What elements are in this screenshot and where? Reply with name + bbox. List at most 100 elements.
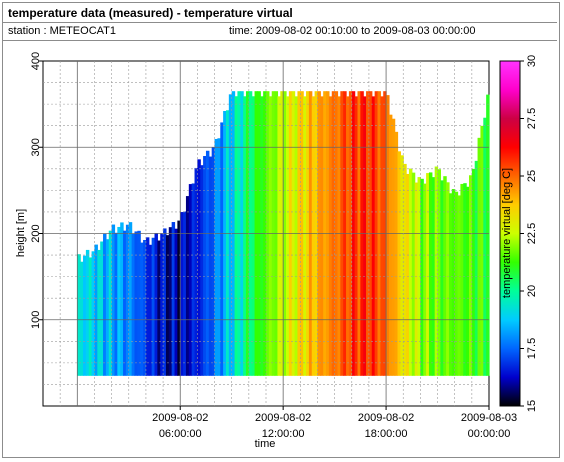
heatmap-cell bbox=[85, 249, 90, 376]
chart-title: temperature data (measured) - temperatur… bbox=[8, 6, 293, 20]
heatmap-cell bbox=[94, 244, 98, 376]
heatmap-cell bbox=[451, 189, 456, 376]
heatmap-cell bbox=[157, 240, 161, 376]
heatmap-cell bbox=[311, 96, 316, 376]
colorbar-tick-label: 17.5 bbox=[526, 338, 538, 359]
heatmap-cell bbox=[466, 186, 470, 376]
heatmap-cell bbox=[165, 235, 170, 376]
heatmap-cell bbox=[251, 96, 256, 376]
x-tick-label-date: 2009-08-02 bbox=[358, 412, 414, 424]
colorbar-tick-label: 25 bbox=[526, 170, 538, 182]
heatmap-cell bbox=[457, 195, 462, 376]
heatmap-cell bbox=[431, 177, 436, 376]
heatmap-cell bbox=[443, 176, 447, 376]
heatmap-cell bbox=[131, 233, 136, 376]
colorbar-axis: 15 17.5 20 22.5 25 27.5 30 bbox=[520, 55, 538, 412]
heatmap-cell bbox=[185, 196, 190, 376]
x-axis: 2009-08-02 06:00:00 2009-08-02 12:00:00 2009… bbox=[152, 406, 517, 440]
heatmap-cell bbox=[303, 96, 307, 376]
heatmap-cell bbox=[371, 96, 376, 376]
heatmap-cell bbox=[440, 180, 444, 376]
heatmap-cell bbox=[148, 244, 153, 376]
heatmap-cell bbox=[403, 163, 407, 376]
heatmap-cell bbox=[108, 230, 113, 376]
heatmap-cell bbox=[174, 228, 178, 376]
heatmap-cell bbox=[463, 183, 467, 376]
grid-lines bbox=[43, 61, 489, 406]
heatmap-cell bbox=[426, 173, 430, 376]
heatmap-cell bbox=[91, 251, 96, 376]
heatmap-cell bbox=[346, 96, 350, 376]
colorbar-tick-label: 15 bbox=[526, 400, 538, 412]
heatmap-cell bbox=[140, 242, 144, 376]
y-tick-label: 200 bbox=[30, 224, 42, 242]
colorbar-tick-label: 22.5 bbox=[526, 223, 538, 244]
heatmap-cell bbox=[434, 166, 439, 376]
heatmap-cell bbox=[454, 191, 459, 376]
x-tick-label-time: 06:00:00 bbox=[159, 428, 202, 440]
heatmap-cell bbox=[423, 183, 427, 376]
heatmap-cell bbox=[448, 193, 453, 376]
x-tick-label-time: 00:00:00 bbox=[468, 428, 511, 440]
heatmap-cell bbox=[180, 212, 184, 376]
heatmap-cell bbox=[386, 95, 390, 376]
heatmap-cell bbox=[220, 122, 224, 376]
heatmap-cell bbox=[171, 222, 176, 376]
heatmap-cell bbox=[103, 233, 107, 376]
x-tick-label-date: 2009-08-02 bbox=[152, 412, 208, 424]
heatmap-cell bbox=[234, 96, 239, 376]
heatmap-cell bbox=[320, 96, 324, 376]
heatmap-cell bbox=[391, 118, 396, 376]
heatmap-cell bbox=[117, 226, 121, 376]
x-tick-label-time: 18:00:00 bbox=[365, 428, 408, 440]
heatmap-cell bbox=[111, 224, 116, 376]
heatmap-cell bbox=[197, 159, 201, 376]
heatmap-cell bbox=[328, 96, 333, 376]
colorbar-tick-label: 30 bbox=[526, 55, 538, 67]
heatmap-cell bbox=[243, 96, 247, 376]
heatmap-cell bbox=[151, 237, 156, 376]
heatmap-cell bbox=[228, 94, 233, 376]
heatmap-cell bbox=[80, 261, 84, 376]
heatmap-cell bbox=[354, 96, 359, 376]
heatmap-cell bbox=[225, 110, 230, 376]
x-axis-label: time bbox=[255, 438, 276, 450]
heatmap-cell bbox=[428, 172, 433, 376]
heatmap-cell bbox=[163, 228, 167, 376]
heatmap-cell bbox=[168, 227, 173, 376]
heatmap-cell bbox=[394, 131, 399, 376]
heatmap-cell bbox=[337, 96, 341, 376]
heatmap-cell bbox=[294, 96, 299, 376]
heatmap-cell bbox=[145, 237, 150, 376]
heatmap-cell bbox=[420, 178, 424, 376]
heatmap-cell bbox=[154, 233, 158, 376]
y-axis-label: height [m] bbox=[15, 209, 27, 257]
heatmap-cell bbox=[217, 138, 221, 376]
info-bar: station : METEOCAT1 time: 2009-08-02 00:… bbox=[3, 23, 557, 41]
y-tick-label: 400 bbox=[30, 52, 42, 70]
heatmap-cell bbox=[191, 183, 196, 376]
heatmap-cell bbox=[286, 96, 290, 376]
heatmap-cell bbox=[471, 168, 476, 376]
heatmap-cells bbox=[77, 91, 490, 376]
y-tick-label: 100 bbox=[30, 311, 42, 329]
heatmap-cell bbox=[208, 156, 213, 376]
title-bar: temperature data (measured) - temperatur… bbox=[3, 3, 557, 23]
heatmap-cell bbox=[474, 160, 479, 376]
y-axis: 100 200 300 400 bbox=[30, 52, 43, 329]
heatmap-cell bbox=[183, 211, 187, 376]
heatmap-cell bbox=[125, 224, 130, 376]
heatmap-cell bbox=[260, 96, 264, 376]
heatmap-cell bbox=[83, 255, 87, 376]
heatmap-cell bbox=[88, 257, 93, 376]
heatmap-cell bbox=[214, 138, 218, 376]
heatmap-cell bbox=[160, 233, 164, 376]
time-range-label: time: 2009-08-02 00:10:00 to 2009-08-03 … bbox=[229, 25, 476, 37]
colorbar-tick-label: 27.5 bbox=[526, 108, 538, 129]
heatmap-cell bbox=[414, 182, 419, 376]
colorbar-tick-label: 20 bbox=[526, 285, 538, 297]
heatmap-cell bbox=[100, 241, 104, 376]
heatmap-cell bbox=[480, 125, 484, 376]
heatmap-cell bbox=[388, 114, 393, 376]
